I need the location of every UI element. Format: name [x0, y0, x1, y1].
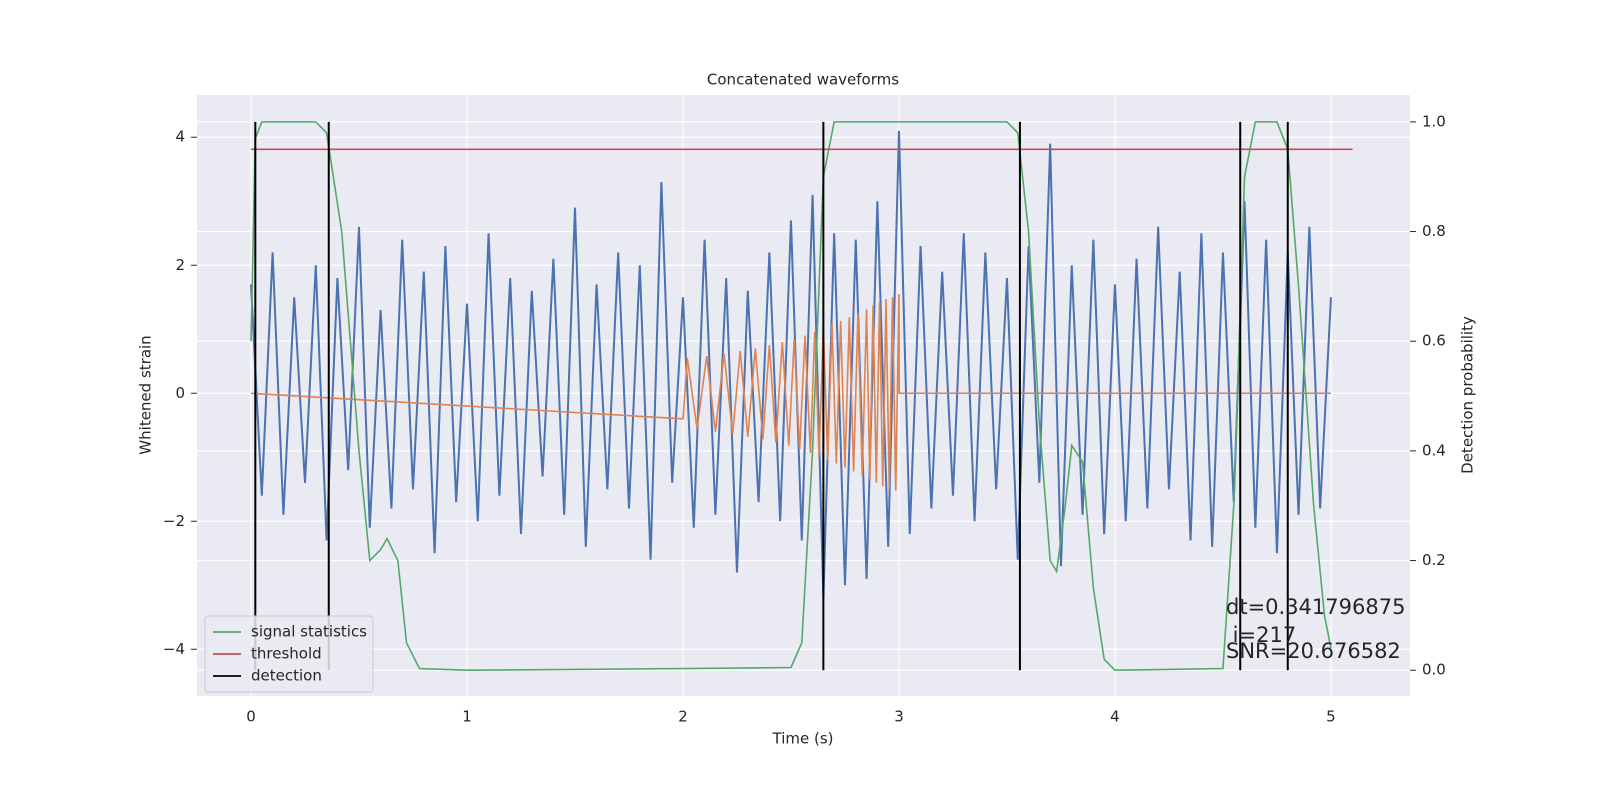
- annotation: dt=0.341796875: [1226, 595, 1405, 619]
- x-tick-label: 4: [1110, 708, 1120, 726]
- legend-box: [204, 615, 374, 693]
- x-tick-label: 2: [678, 708, 688, 726]
- y2-tick-label: 0.2: [1422, 551, 1446, 569]
- legend-label: detection: [251, 667, 322, 685]
- chart-title: Concatenated waveforms: [707, 71, 899, 89]
- x-tick-label: 1: [462, 708, 472, 726]
- y-tick-label: −4: [163, 640, 185, 658]
- y2-tick-label: 0.8: [1422, 222, 1446, 240]
- grid: [197, 95, 1410, 696]
- y-axis-label: Whitened strain: [137, 335, 155, 454]
- legend-label: signal statistics: [251, 623, 367, 641]
- y2-tick-label: 0.0: [1422, 661, 1446, 679]
- x-tick-label: 3: [894, 708, 904, 726]
- y-tick-label: −2: [163, 512, 185, 530]
- annotation: SNR=20.676582: [1226, 639, 1401, 663]
- y-tick-label: 2: [175, 256, 185, 274]
- y2-tick-label: 1.0: [1422, 112, 1446, 130]
- y2-axis-label: Detection probability: [1459, 316, 1477, 474]
- x-tick-label: 0: [246, 708, 256, 726]
- y2-tick-label: 0.4: [1422, 441, 1446, 459]
- series-line: [250, 130, 1332, 599]
- annotation: i=217: [1226, 623, 1296, 647]
- x-tick-label: 5: [1326, 708, 1336, 726]
- y-tick-label: 0: [175, 384, 185, 402]
- series-line: [250, 121, 1332, 672]
- y2-tick-label: 0.6: [1422, 332, 1446, 350]
- y-tick-label: 4: [175, 128, 185, 146]
- legend-label: threshold: [251, 645, 322, 663]
- x-axis-label: Time (s): [772, 730, 834, 748]
